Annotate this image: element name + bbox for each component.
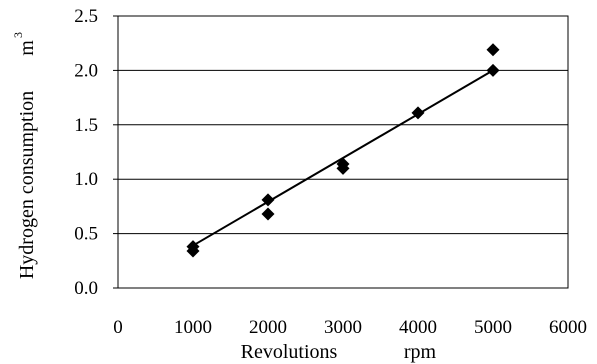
y-axis-tick-labels: 0.0 0.5 1.0 1.5 2.0 2.5 <box>74 6 98 299</box>
data-point <box>411 106 425 120</box>
y-axis-label: Hydrogen consumption <box>16 91 38 279</box>
x-tick-label: 4000 <box>399 317 437 338</box>
y-axis-unit-superscript: 3 <box>11 32 25 38</box>
plot-area <box>117 15 569 289</box>
x-axis-label: Revolutions <box>241 341 338 363</box>
data-point <box>486 43 500 57</box>
y-tick-label: 2.0 <box>74 60 98 81</box>
data-point <box>486 63 500 77</box>
y-tick-label: 2.5 <box>74 6 98 27</box>
data-point <box>186 244 200 258</box>
y-tick-label: 1.0 <box>74 169 98 190</box>
x-tick-label: 6000 <box>549 317 587 338</box>
data-point <box>261 207 275 221</box>
x-tick-label: 2000 <box>249 317 287 338</box>
y-tick-label: 0.0 <box>74 278 98 299</box>
y-tick-label: 0.5 <box>74 224 98 245</box>
y-tick-label: 1.5 <box>74 115 98 136</box>
x-tick-label: 1000 <box>174 317 212 338</box>
data-point <box>336 161 350 175</box>
data-point <box>261 193 275 207</box>
x-axis-unit: rpm <box>404 341 437 363</box>
x-tick-label: 3000 <box>324 317 362 338</box>
x-tick-label: 5000 <box>474 317 512 338</box>
x-tick-label: 0 <box>113 317 123 338</box>
data-points <box>186 43 500 258</box>
y-axis-unit: m <box>16 40 38 56</box>
x-axis-tick-labels: 0 1000 2000 3000 4000 5000 6000 <box>113 317 587 338</box>
